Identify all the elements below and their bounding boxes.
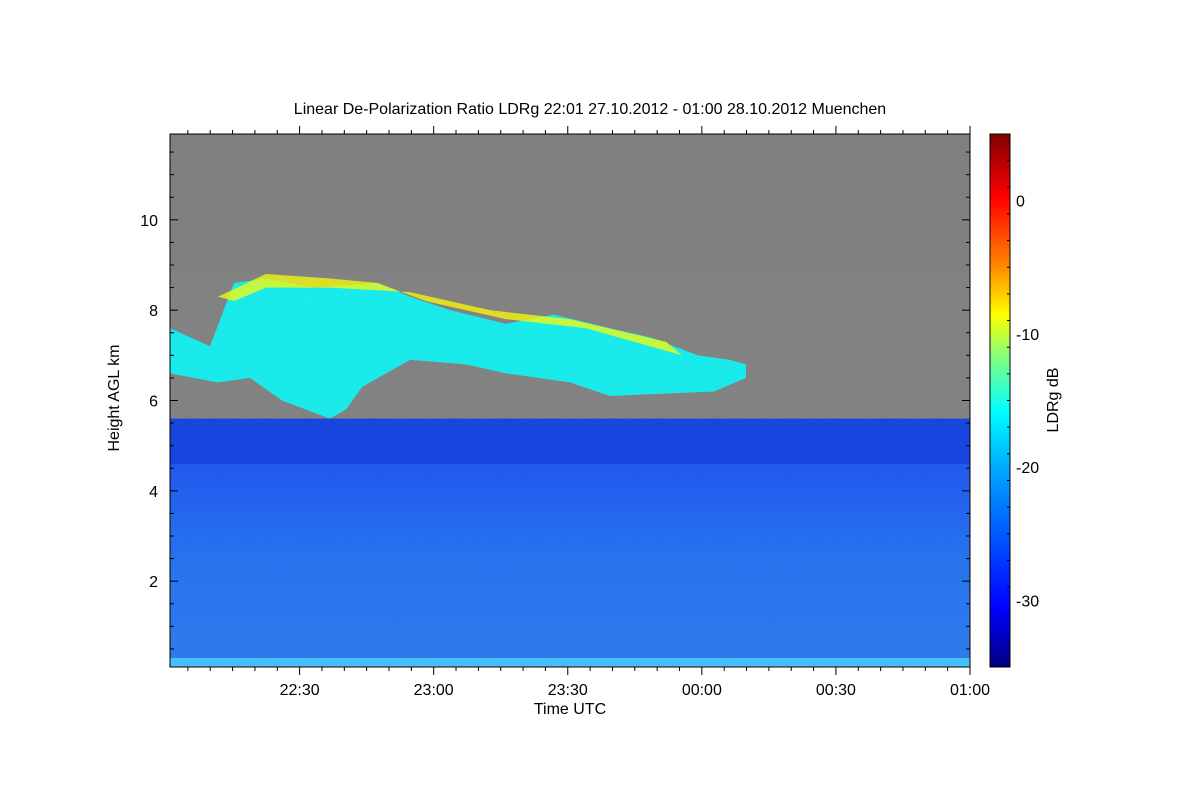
colorbar-tick-label: -30 xyxy=(1016,593,1039,610)
y-axis-label: Height AGL km xyxy=(106,344,123,451)
y-tick-label: 10 xyxy=(140,213,158,230)
x-tick-label: 22:30 xyxy=(280,682,320,699)
x-axis-label: Time UTC xyxy=(534,701,606,718)
x-axis: 22:30 23:00 23:30 00:00 00:30 01:00 xyxy=(187,126,990,699)
colorbar-label: LDRg dB xyxy=(1045,368,1062,433)
x-tick-label: 23:30 xyxy=(548,682,588,699)
y-tick-label: 2 xyxy=(149,574,158,591)
colorbar-tick-label: -20 xyxy=(1016,460,1039,477)
x-tick-label: 23:00 xyxy=(414,682,454,699)
heatmap-texture xyxy=(170,274,970,667)
y-axis: 2 4 6 8 10 xyxy=(140,151,970,650)
y-tick-label: 8 xyxy=(149,303,158,320)
plot-area xyxy=(170,134,970,667)
colorbar: 0 -10 -20 -30 LDRg dB xyxy=(989,133,1062,668)
x-tick-label: 00:30 xyxy=(816,682,856,699)
x-tick-label: 01:00 xyxy=(950,682,990,699)
colorbar-tick-label: -10 xyxy=(1016,327,1039,344)
y-tick-label: 4 xyxy=(149,484,158,501)
y-tick-label: 6 xyxy=(149,394,158,411)
chart-title: Linear De-Polarization Ratio LDRg 22:01 … xyxy=(294,101,886,118)
colorbar-tick-label: 0 xyxy=(1016,194,1025,211)
x-tick-label: 00:00 xyxy=(682,682,722,699)
